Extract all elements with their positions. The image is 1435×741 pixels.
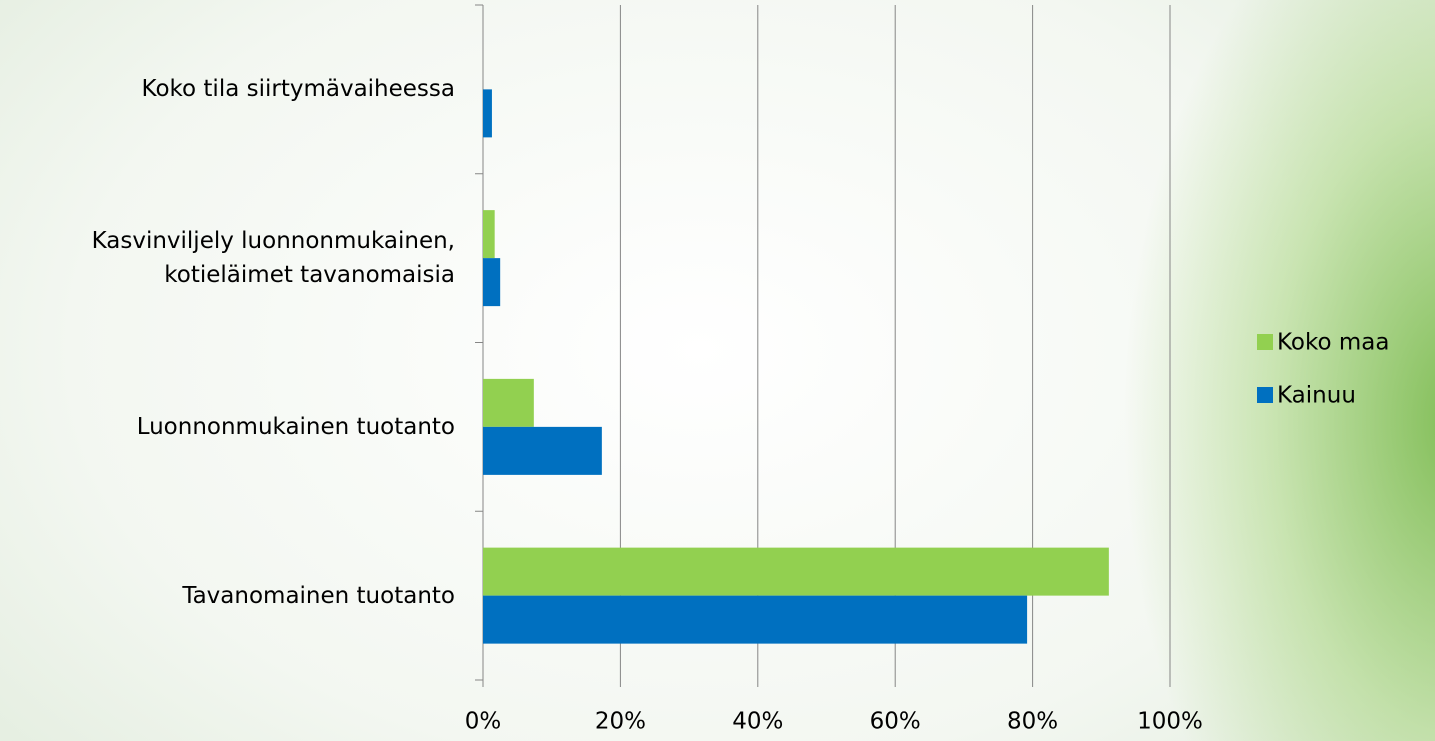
x-tick-label: 40% [732, 709, 783, 735]
legend-swatch [1257, 387, 1273, 403]
bar [483, 378, 534, 427]
bar [483, 547, 1109, 596]
x-tick-label: 80% [1007, 709, 1058, 735]
y-tick-label: Tavanomainen tuotanto [182, 582, 455, 609]
x-tick-label: 100% [1137, 709, 1203, 735]
bar [483, 210, 495, 259]
x-tick-label: 60% [870, 709, 921, 735]
x-tick-label: 20% [595, 709, 646, 735]
bar [483, 258, 501, 307]
y-tick-label: Kasvinviljely luonnonmukainen, kotieläim… [91, 228, 455, 289]
y-tick-label: Koko tila siirtymävaiheessa [141, 76, 455, 103]
legend-label: Koko maa [1277, 330, 1389, 356]
bar [483, 89, 492, 138]
x-tick-label: 0% [465, 709, 502, 735]
legend-label: Kainuu [1277, 383, 1356, 409]
bar [483, 426, 602, 475]
y-tick-label: Luonnonmukainen tuotanto [136, 413, 455, 440]
bar [483, 595, 1028, 644]
legend-swatch [1257, 334, 1273, 350]
